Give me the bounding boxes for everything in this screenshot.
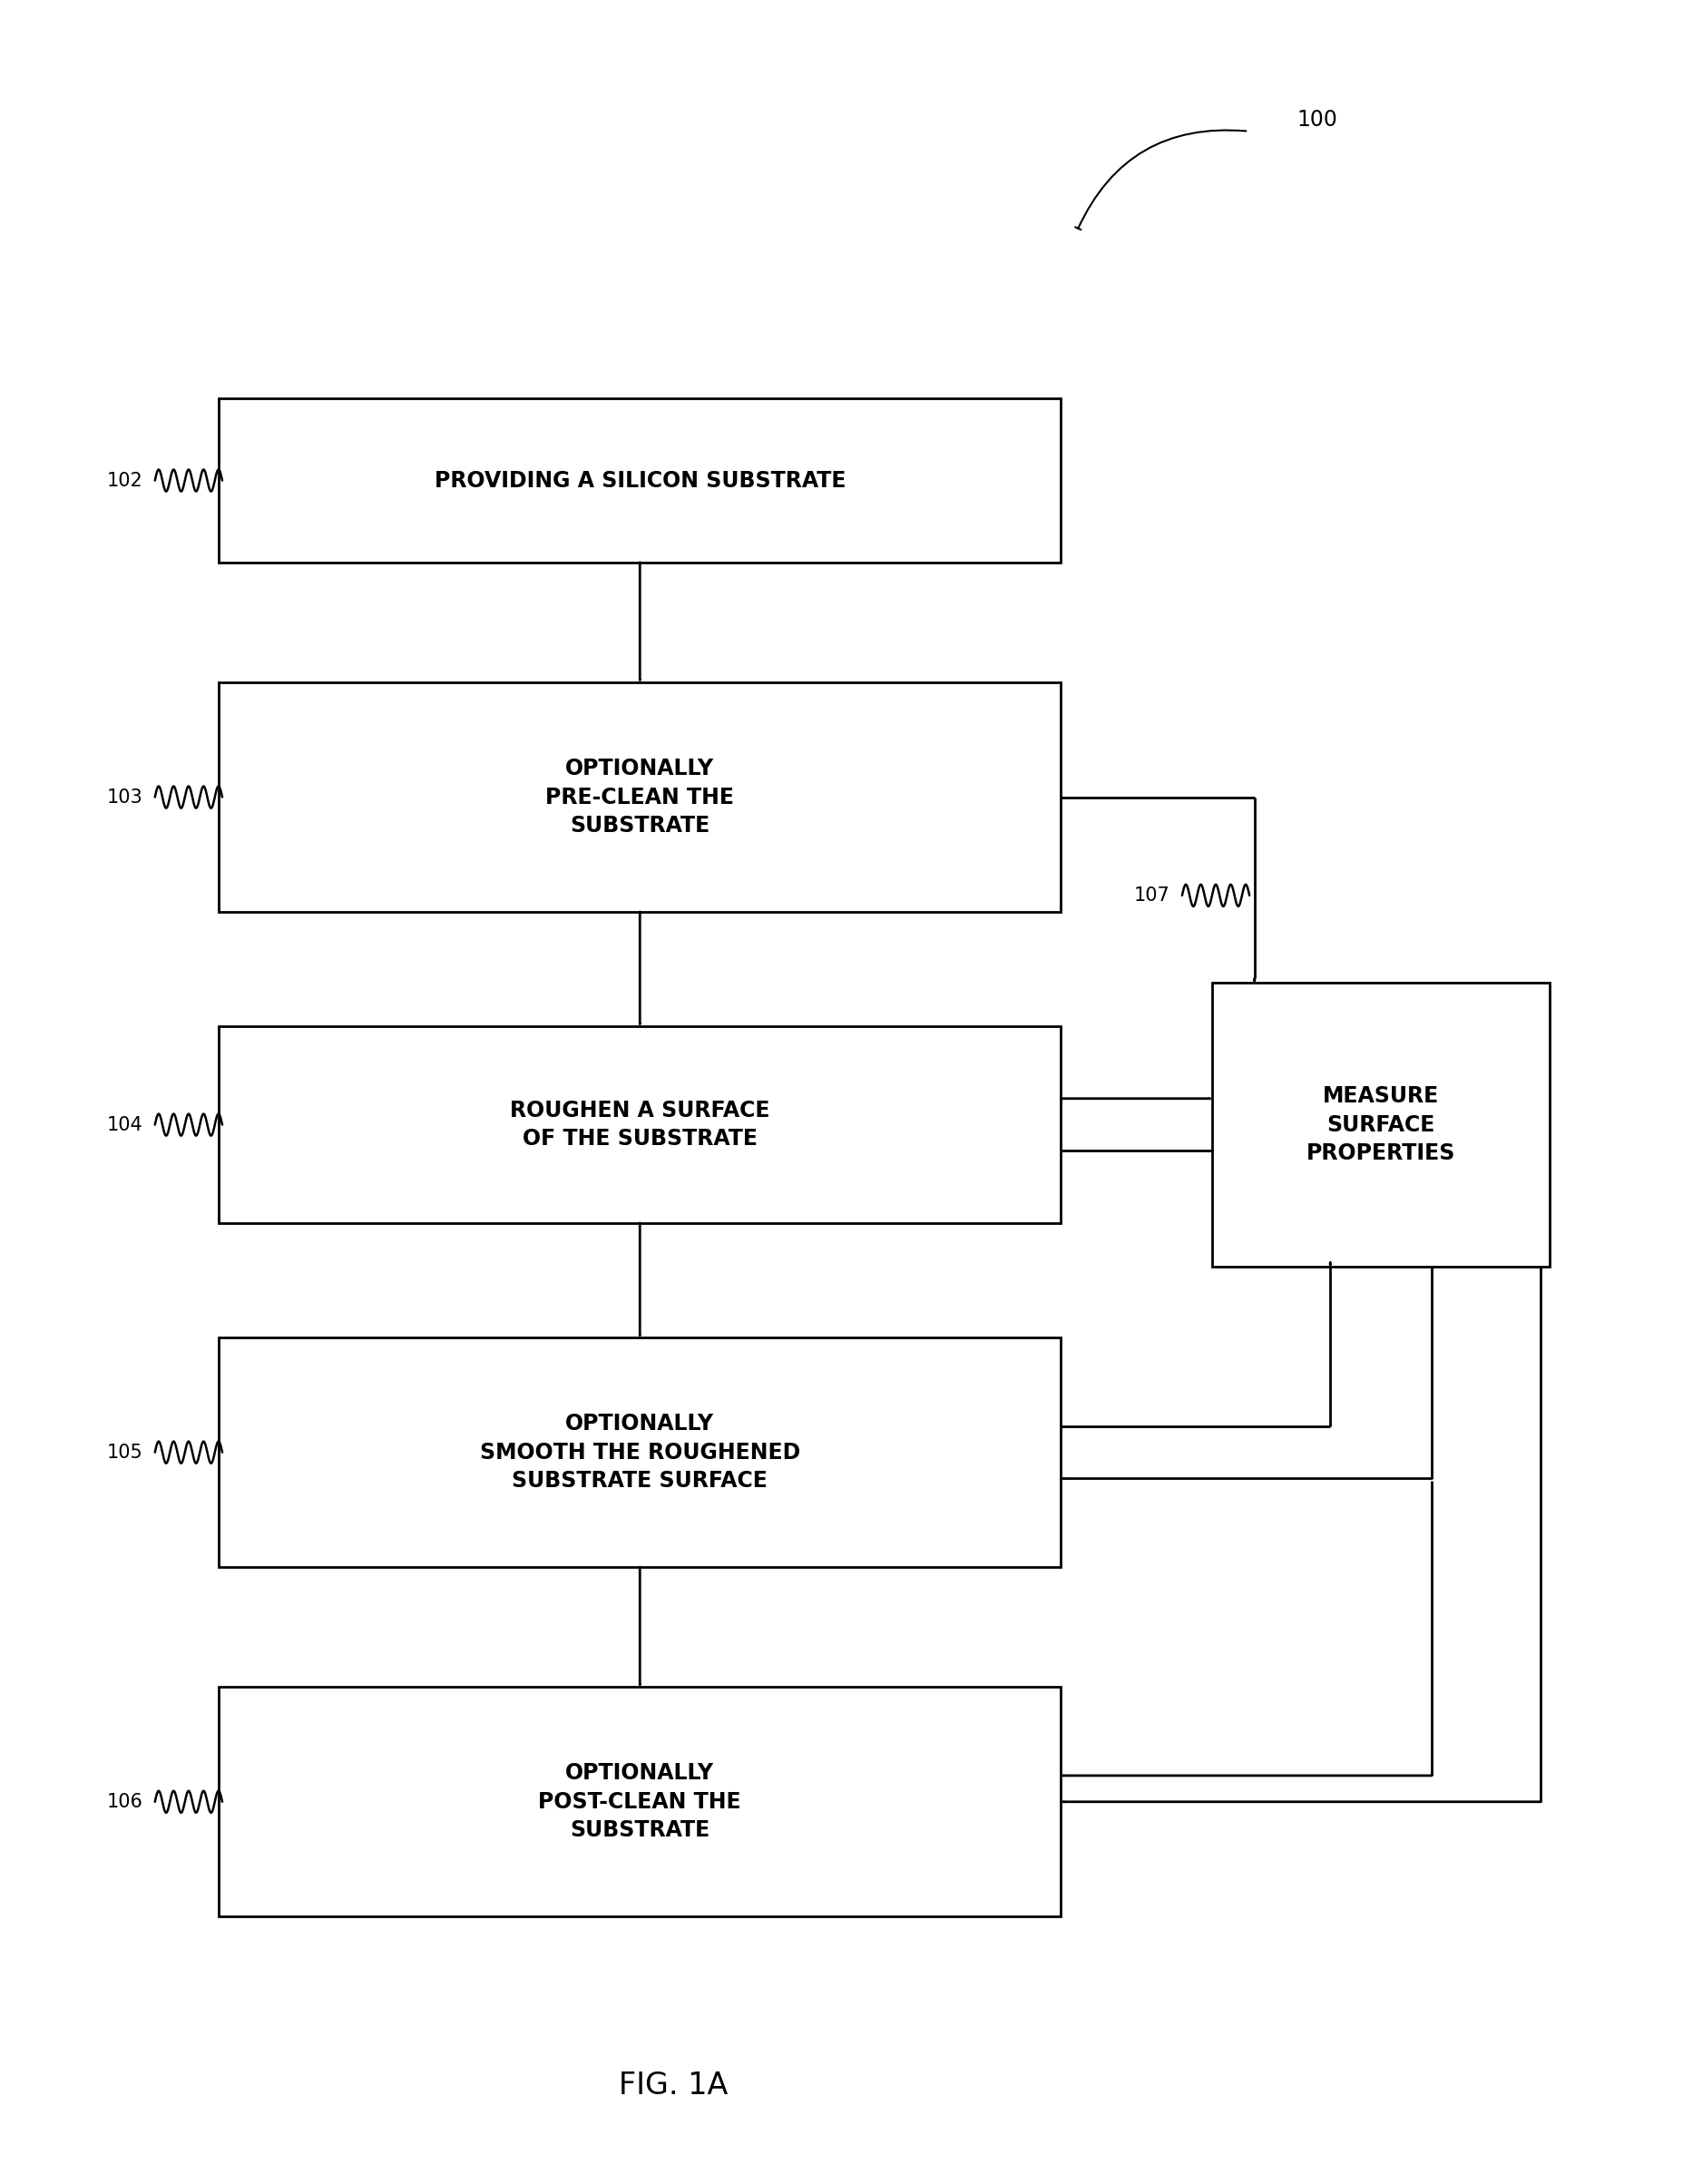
Text: 107: 107 bbox=[1134, 887, 1170, 904]
Text: OPTIONALLY
PRE-CLEAN THE
SUBSTRATE: OPTIONALLY PRE-CLEAN THE SUBSTRATE bbox=[545, 758, 734, 836]
Text: OPTIONALLY
POST-CLEAN THE
SUBSTRATE: OPTIONALLY POST-CLEAN THE SUBSTRATE bbox=[539, 1762, 741, 1841]
FancyBboxPatch shape bbox=[1212, 983, 1548, 1267]
Text: MEASURE
SURFACE
PROPERTIES: MEASURE SURFACE PROPERTIES bbox=[1306, 1085, 1454, 1164]
FancyBboxPatch shape bbox=[219, 1026, 1060, 1223]
Text: 103: 103 bbox=[108, 788, 143, 806]
FancyBboxPatch shape bbox=[219, 681, 1060, 913]
Text: 100: 100 bbox=[1296, 109, 1336, 131]
Text: 102: 102 bbox=[108, 472, 143, 489]
Text: ROUGHEN A SURFACE
OF THE SUBSTRATE: ROUGHEN A SURFACE OF THE SUBSTRATE bbox=[510, 1099, 769, 1151]
FancyBboxPatch shape bbox=[219, 1337, 1060, 1568]
FancyBboxPatch shape bbox=[219, 1686, 1060, 1918]
Text: 105: 105 bbox=[108, 1444, 143, 1461]
Text: 104: 104 bbox=[108, 1116, 143, 1133]
Text: OPTIONALLY
SMOOTH THE ROUGHENED
SUBSTRATE SURFACE: OPTIONALLY SMOOTH THE ROUGHENED SUBSTRAT… bbox=[480, 1413, 799, 1492]
Text: PROVIDING A SILICON SUBSTRATE: PROVIDING A SILICON SUBSTRATE bbox=[434, 470, 845, 491]
FancyBboxPatch shape bbox=[219, 397, 1060, 561]
Text: FIG. 1A: FIG. 1A bbox=[619, 2070, 727, 2101]
Text: 106: 106 bbox=[108, 1793, 143, 1811]
